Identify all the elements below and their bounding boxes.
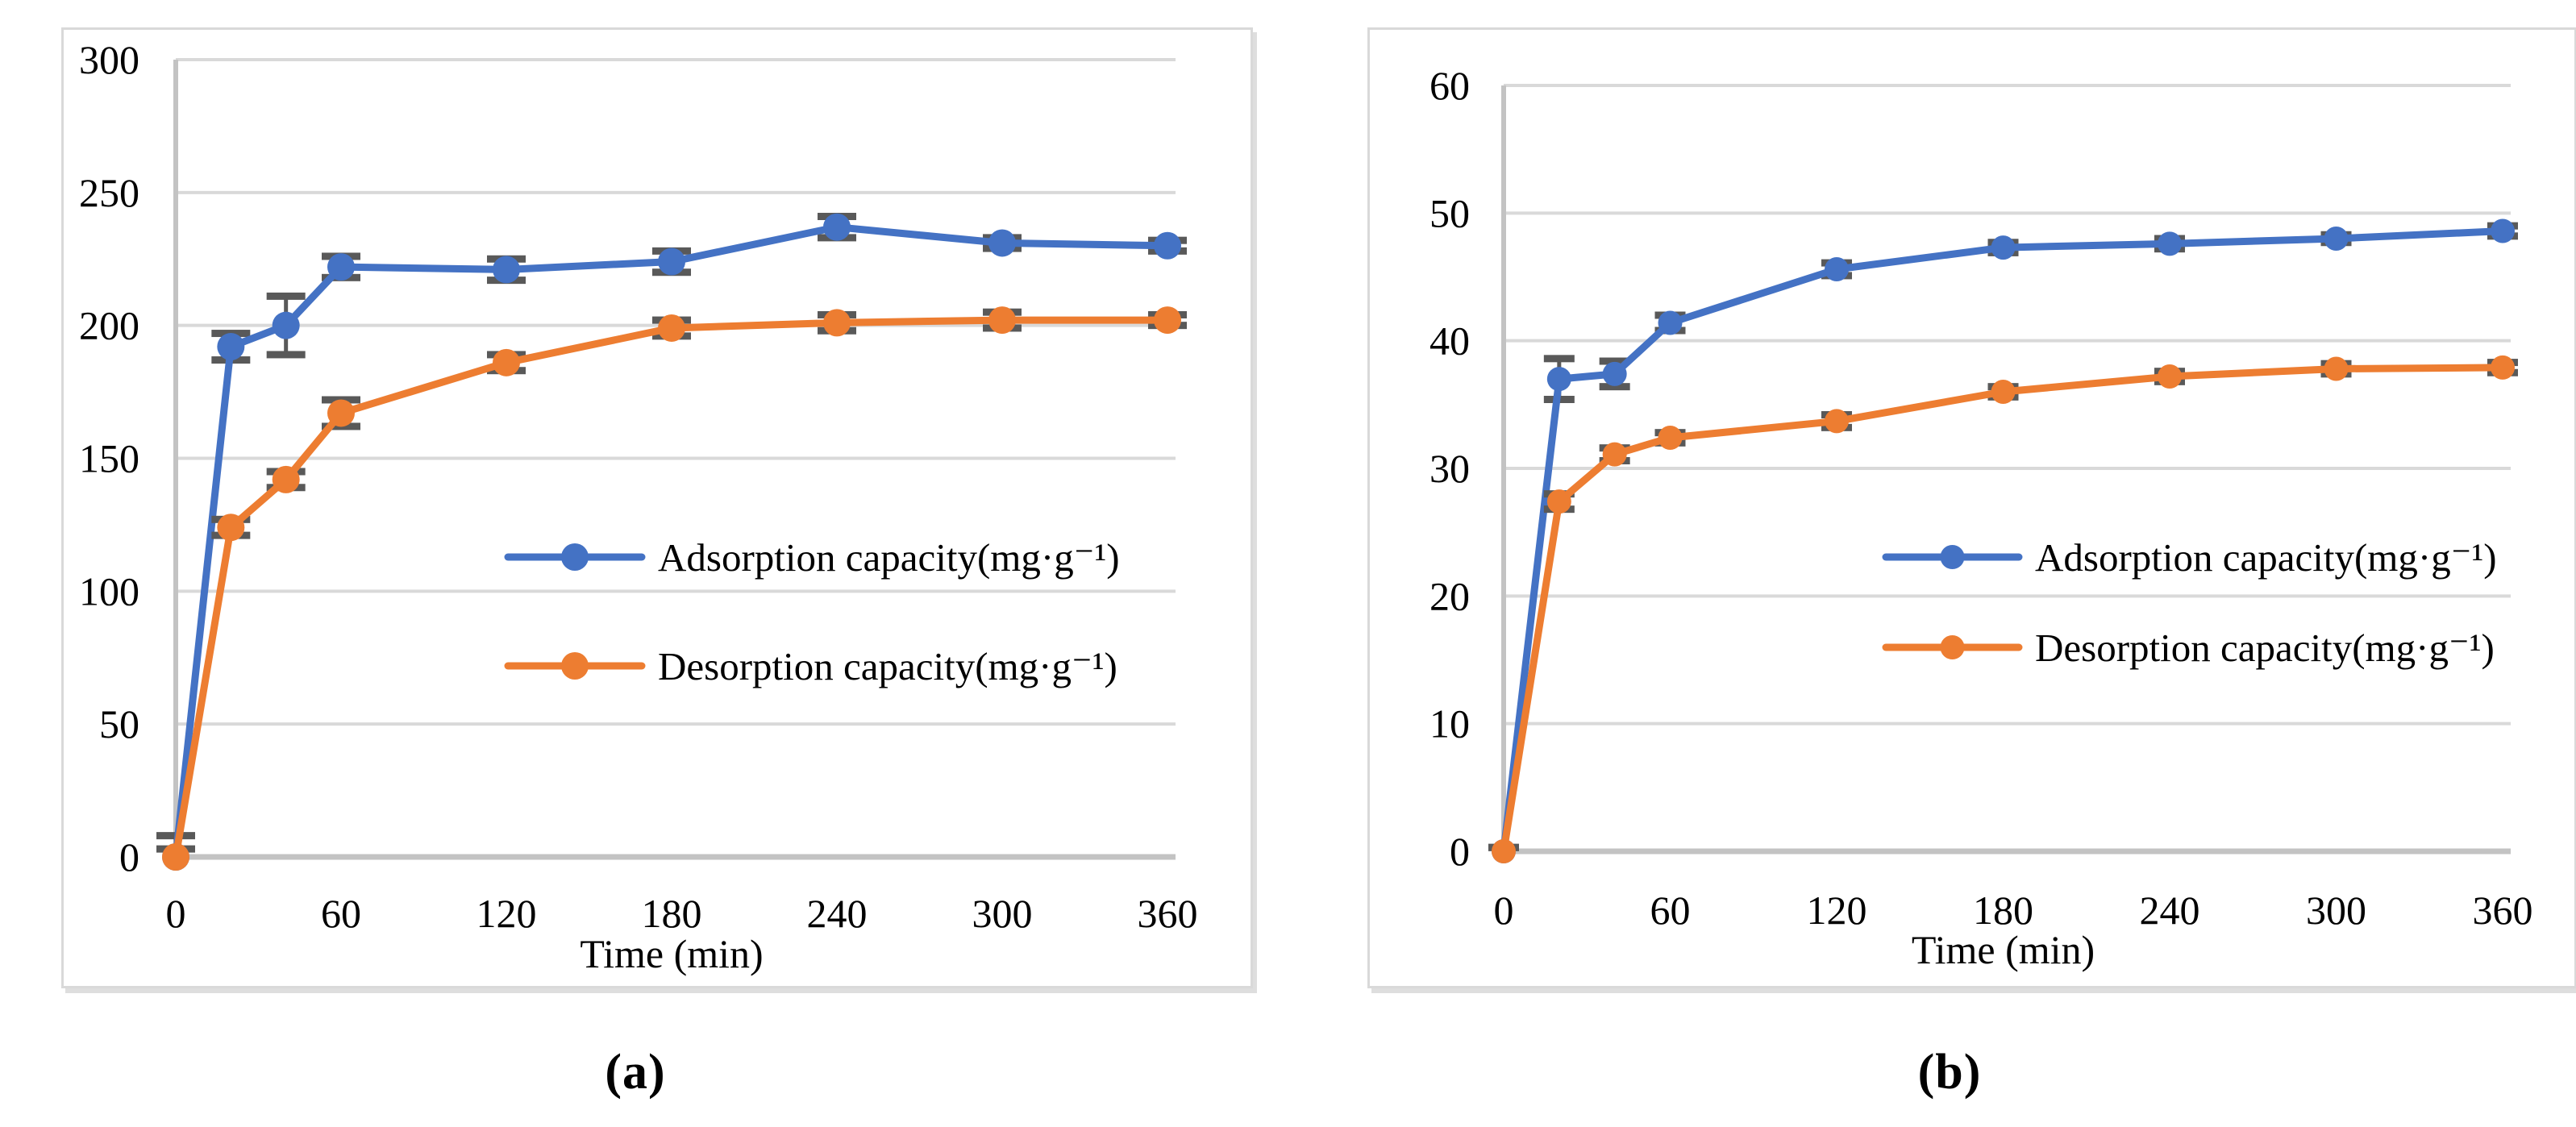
data-point-adsorption — [1546, 367, 1571, 392]
x-tick-label: 0 — [1494, 888, 1514, 933]
data-point-desorption — [1658, 426, 1683, 450]
y-tick-label: 250 — [79, 170, 139, 215]
y-tick-label: 0 — [1450, 829, 1470, 874]
y-tick-label: 10 — [1429, 701, 1470, 746]
y-tick-label: 60 — [1429, 63, 1470, 108]
data-point-adsorption — [1154, 231, 1182, 260]
chart-panel-a: 0 50 100 150 200 250 300 0 60 120 180 240 300 360 Time… — [61, 27, 1253, 988]
error-bar-cap-top — [266, 292, 306, 300]
y-tick-label: 50 — [99, 701, 139, 746]
legend-item-adsorption: Adsorption capacity(mg·g⁻¹) — [504, 535, 1120, 580]
legend-item-desorption: Desorption capacity(mg·g⁻¹) — [504, 644, 1117, 688]
line-chart-a: 0 50 100 150 200 250 300 0 60 120 180 240 300 360 Time… — [79, 37, 1198, 976]
error-bar-cap-bottom — [1599, 383, 1630, 391]
y-tick-label: 40 — [1429, 318, 1470, 364]
data-point-desorption — [988, 306, 1017, 335]
x-tick-label: 180 — [1973, 888, 2033, 933]
error-bar-cap-top — [1543, 355, 1575, 363]
x-tick-label: 360 — [1138, 891, 1198, 936]
x-tick-label: 120 — [476, 891, 537, 936]
y-tick-label: 200 — [79, 303, 139, 348]
caption-a: (a) — [605, 1045, 666, 1100]
data-point-desorption — [1991, 380, 2016, 404]
x-tick-label: 300 — [972, 891, 1033, 936]
data-point-desorption — [162, 843, 189, 871]
x-tick-label: 240 — [2140, 888, 2200, 933]
y-tick-label: 100 — [79, 568, 139, 613]
legend-label: Adsorption capacity(mg·g⁻¹) — [658, 535, 1120, 580]
y-tick-label: 300 — [79, 37, 139, 82]
x-tick-label: 300 — [2306, 888, 2366, 933]
series-line-desorption — [1500, 364, 2507, 855]
data-point-adsorption — [1825, 257, 1850, 281]
x-tick-label: 240 — [807, 891, 868, 936]
data-point-desorption — [1602, 442, 1627, 467]
x-tick-label: 360 — [2473, 888, 2533, 933]
data-point-desorption — [217, 514, 245, 542]
chart-panel-b: 0 10 20 30 40 50 60 0 60 120 180 240 300 360 Time (min… — [1367, 27, 2576, 988]
y-tick-label: 50 — [1429, 190, 1470, 235]
data-point-adsorption — [1602, 361, 1627, 386]
x-tick-label: 60 — [321, 891, 361, 936]
data-point-adsorption — [1991, 235, 2016, 260]
x-axis-title: Time (min) — [580, 931, 763, 976]
data-point-desorption — [2491, 355, 2516, 380]
data-point-desorption — [658, 314, 686, 342]
data-point-desorption — [1154, 306, 1182, 335]
line-chart-b: 0 10 20 30 40 50 60 0 60 120 180 240 300 360 Time (min… — [1429, 63, 2533, 972]
data-point-desorption — [2158, 364, 2183, 389]
data-point-adsorption — [2491, 218, 2516, 243]
data-point-adsorption — [2158, 231, 2183, 256]
y-tick-label: 150 — [79, 436, 139, 481]
data-point-desorption — [493, 348, 521, 376]
x-tick-label: 0 — [166, 891, 186, 936]
data-point-adsorption — [2324, 227, 2349, 251]
legend-marker-swatch — [561, 652, 589, 680]
data-point-adsorption — [493, 256, 521, 284]
legend-marker-swatch — [1940, 635, 1965, 659]
data-point-desorption — [1546, 489, 1571, 514]
data-point-desorption — [823, 309, 851, 337]
data-point-adsorption — [272, 311, 300, 339]
error-bar-cap-bottom — [266, 351, 306, 359]
x-tick-label: 120 — [1807, 888, 1867, 933]
data-point-adsorption — [988, 229, 1017, 257]
legend-label: Desorption capacity(mg·g⁻¹) — [658, 644, 1117, 688]
caption-b: (b) — [1917, 1045, 1982, 1100]
error-bar-cap-top — [1599, 357, 1630, 365]
legend-item-desorption: Desorption capacity(mg·g⁻¹) — [1882, 626, 2495, 670]
data-point-desorption — [327, 399, 356, 427]
x-axis-title: Time (min) — [1912, 927, 2095, 972]
y-tick-label: 0 — [119, 834, 139, 880]
x-tick-label: 60 — [1650, 888, 1691, 933]
data-point-desorption — [1492, 839, 1516, 863]
data-point-desorption — [1825, 409, 1850, 434]
legend-marker-swatch — [1940, 545, 1965, 569]
data-point-adsorption — [823, 213, 851, 241]
data-point-desorption — [2324, 356, 2349, 381]
legend-label: Adsorption capacity(mg·g⁻¹) — [2035, 535, 2497, 580]
data-point-adsorption — [217, 333, 245, 361]
data-point-adsorption — [658, 247, 686, 276]
x-tick-label: 180 — [642, 891, 702, 936]
legend-item-adsorption: Adsorption capacity(mg·g⁻¹) — [1882, 535, 2497, 580]
y-tick-label: 30 — [1429, 446, 1470, 491]
legend-marker-swatch — [561, 543, 589, 571]
data-point-desorption — [272, 465, 300, 493]
data-point-adsorption — [1658, 310, 1683, 335]
data-point-adsorption — [327, 253, 356, 281]
legend-label: Desorption capacity(mg·g⁻¹) — [2035, 626, 2495, 670]
y-tick-label: 20 — [1429, 573, 1470, 618]
